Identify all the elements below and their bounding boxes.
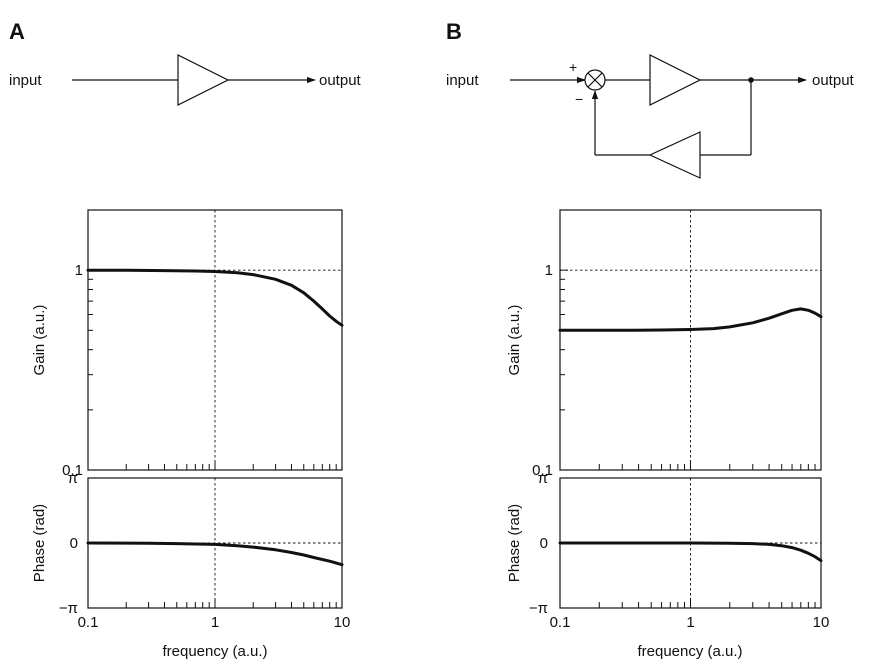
panel-b-gain-ylabel: Gain (a.u.) <box>506 305 523 376</box>
panel-b-phase-ylabel: Phase (rad) <box>506 504 523 582</box>
panel-a-gain-ylabel: Gain (a.u.) <box>31 305 48 376</box>
panel-b-phase-plot: π 0 −π Phase (rad) 0.1 1 10 frequency (a… <box>506 470 829 660</box>
panel-a-phase-xticks <box>125 598 337 608</box>
panel-b-output-label: output <box>812 72 855 89</box>
panel-b-phase-curve <box>558 541 823 563</box>
panel-b-gain-xticks <box>598 460 816 470</box>
panel-b-minus-sign: − <box>575 91 583 107</box>
panel-a-xlabel: frequency (a.u.) <box>162 643 267 660</box>
panel-a-phase-plot: π 0 −π Phase (rad) 0.1 1 10 frequency (a… <box>31 470 350 660</box>
panel-b-phase-xticks <box>598 598 816 608</box>
panel-a-input-label: input <box>9 72 42 89</box>
panel-a-phase-ytick-label-pi: π <box>68 470 78 487</box>
panel-b-gain-ytick-label-0.1: 0.1 <box>532 462 553 479</box>
panel-a-phase-ytick-label-0: 0 <box>70 535 78 552</box>
panel-b-phase-ytick-label-pi: π <box>538 470 548 487</box>
panel-a-xtick-label-1: 1 <box>211 614 219 631</box>
panel-b-xtick-label-1: 1 <box>686 614 694 631</box>
panel-a-amplifier <box>177 54 230 106</box>
panel-a-gain-xticks <box>125 460 337 470</box>
panel-a-xtick-label-10: 10 <box>334 614 351 631</box>
panel-b-input-label: input <box>446 72 479 89</box>
panel-b-phase-ytick-label-0: 0 <box>540 535 548 552</box>
panel-a-diagram: A input output <box>9 19 362 106</box>
panel-b-gain-ytick-label-1: 1 <box>545 262 553 279</box>
panel-b-gain-curve <box>558 307 823 332</box>
panel-a-gain-yticks <box>88 269 96 411</box>
panel-a-gain-ytick-label-1: 1 <box>75 262 83 279</box>
panel-b-forward-amplifier <box>649 54 702 106</box>
panel-a-output-label: output <box>319 72 362 89</box>
panel-b-plus-sign: + <box>569 59 577 75</box>
panel-a-gain-curve <box>86 268 344 327</box>
panel-b-xlabel: frequency (a.u.) <box>637 643 742 660</box>
panel-a-phase-ylabel: Phase (rad) <box>31 504 48 582</box>
panel-a-letter: A <box>9 19 25 44</box>
panel-b-xtick-label-10: 10 <box>813 614 830 631</box>
panel-a-phase-curve <box>86 541 344 567</box>
panel-b-phase-ytick-label-neg-pi: −π <box>529 600 548 617</box>
panel-b-xtick-label-0.1: 0.1 <box>550 614 571 631</box>
summing-junction-icon <box>584 69 606 91</box>
panel-a-gain-plot: 1 0.1 Gain (a.u.) <box>31 209 344 479</box>
panel-a-phase-ytick-label-neg-pi: −π <box>59 600 78 617</box>
panel-a-gain-ytick-label-0.1: 0.1 <box>62 462 83 479</box>
panel-b-feedback-amplifier <box>648 131 701 179</box>
panel-b-letter: B <box>446 19 462 44</box>
panel-b-gain-plot: 1 0.1 Gain (a.u.) <box>506 209 823 479</box>
panel-b-diagram: B input + output − <box>446 19 855 179</box>
panel-a-xtick-label-0.1: 0.1 <box>78 614 99 631</box>
panel-b-gain-yticks <box>560 269 568 411</box>
